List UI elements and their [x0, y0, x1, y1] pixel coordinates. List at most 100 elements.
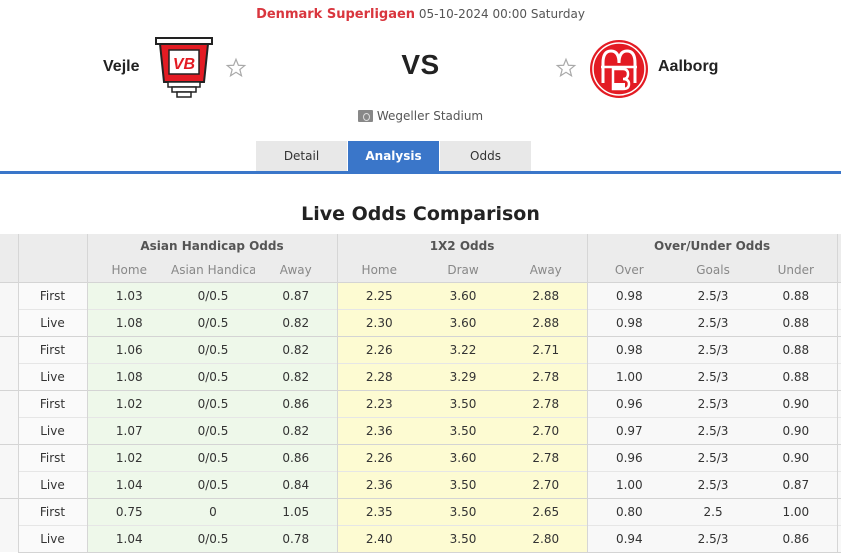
ou-odds-cell[interactable]: 0.96: [586, 389, 672, 417]
ah-odds-cell[interactable]: 0/0.5: [171, 389, 255, 417]
ah-odds-cell[interactable]: 0.84: [255, 470, 338, 498]
x12-odds-cell[interactable]: 2.28: [336, 362, 422, 390]
x12-odds-cell[interactable]: 2.26: [336, 335, 422, 363]
tab-detail[interactable]: Detail: [256, 141, 347, 171]
ou-odds-cell[interactable]: 0.90: [755, 443, 838, 471]
ah-odds-cell[interactable]: 1.02: [86, 389, 171, 417]
ah-odds-cell[interactable]: 1.05: [255, 497, 338, 525]
x12-odds-cell[interactable]: 2.78: [505, 362, 588, 390]
ou-odds-cell[interactable]: 2.5/3: [671, 308, 756, 336]
odds-row[interactable]: First 0.75 0 1.05 2.35 3.50 2.65 0.80 2.5 1.00: [0, 497, 841, 552]
ah-odds-cell[interactable]: 0.87: [255, 281, 338, 309]
odds-row[interactable]: First 1.06 0/0.5 0.82 2.26 3.22 2.71 0.98 2.5/3 0…: [0, 335, 841, 390]
odds-row[interactable]: First 1.02 0/0.5 0.86 2.26 3.60 2.78 0.96 2.5/3 0…: [0, 443, 841, 498]
ah-odds-cell[interactable]: 1.03: [86, 281, 171, 309]
x12-odds-cell[interactable]: 3.50: [421, 470, 506, 498]
away-favorite-star-icon[interactable]: [555, 57, 577, 79]
ah-odds-cell[interactable]: 0/0.5: [171, 335, 255, 363]
odds-row[interactable]: First 1.03 0/0.5 0.87 2.25 3.60 2.88 0.98 2.5/3 0…: [0, 281, 841, 336]
ah-odds-cell[interactable]: 1.08: [86, 362, 171, 390]
ah-odds-cell[interactable]: 0.75: [86, 497, 171, 525]
x12-odds-cell[interactable]: 2.70: [505, 416, 588, 444]
x12-odds-cell[interactable]: 3.22: [421, 335, 506, 363]
tab-odds[interactable]: Odds: [440, 141, 531, 171]
ou-odds-cell[interactable]: 0.98: [586, 308, 672, 336]
odds-row[interactable]: First 1.02 0/0.5 0.86 2.23 3.50 2.78 0.96 2.5/3 0…: [0, 389, 841, 444]
ah-odds-cell[interactable]: 0/0.5: [171, 524, 255, 553]
ou-odds-cell[interactable]: 0.88: [755, 362, 838, 390]
odds-row[interactable]: Live 1.07 0/0.5 0.82 2.36 3.50 2.70 0.97 2.5/3 0.…: [0, 416, 841, 444]
ou-odds-cell[interactable]: 0.80: [586, 497, 672, 525]
x12-odds-cell[interactable]: 3.60: [421, 308, 506, 336]
x12-odds-cell[interactable]: 2.78: [505, 443, 588, 471]
ah-odds-cell[interactable]: 1.06: [86, 335, 171, 363]
x12-odds-cell[interactable]: 2.88: [505, 308, 588, 336]
x12-odds-cell[interactable]: 2.80: [505, 524, 588, 553]
ou-odds-cell[interactable]: 0.88: [755, 308, 838, 336]
ou-odds-cell[interactable]: 0.87: [755, 470, 838, 498]
x12-odds-cell[interactable]: 2.65: [505, 497, 588, 525]
ah-odds-cell[interactable]: 0.82: [255, 362, 338, 390]
x12-odds-cell[interactable]: 3.29: [421, 362, 506, 390]
ah-odds-cell[interactable]: 0.86: [255, 443, 338, 471]
odds-row[interactable]: Live 1.08 0/0.5 0.82 2.30 3.60 2.88 0.98 2.5/3 0.…: [0, 308, 841, 336]
ou-odds-cell[interactable]: 2.5: [671, 497, 756, 525]
ou-odds-cell[interactable]: 0.98: [586, 335, 672, 363]
odds-row[interactable]: Live 1.04 0/0.5 0.84 2.36 3.50 2.70 1.00 2.5/3 0.…: [0, 470, 841, 498]
ah-odds-cell[interactable]: 0.78: [255, 524, 338, 553]
home-team-name[interactable]: Vejle: [103, 58, 140, 75]
ah-odds-cell[interactable]: 0/0.5: [171, 281, 255, 309]
x12-odds-cell[interactable]: 3.50: [421, 389, 506, 417]
ah-odds-cell[interactable]: 0/0.5: [171, 470, 255, 498]
x12-odds-cell[interactable]: 2.23: [336, 389, 422, 417]
ou-odds-cell[interactable]: 2.5/3: [671, 443, 756, 471]
x12-odds-cell[interactable]: 2.88: [505, 281, 588, 309]
ou-odds-cell[interactable]: 0.88: [755, 281, 838, 309]
ah-odds-cell[interactable]: 0.82: [255, 416, 338, 444]
x12-odds-cell[interactable]: 2.78: [505, 389, 588, 417]
odds-row[interactable]: Live 1.04 0/0.5 0.78 2.40 3.50 2.80 0.94 2.5/3 0.…: [0, 524, 841, 553]
ou-odds-cell[interactable]: 0.94: [586, 524, 672, 553]
ah-odds-cell[interactable]: 1.08: [86, 308, 171, 336]
x12-odds-cell[interactable]: 2.35: [336, 497, 422, 525]
x12-odds-cell[interactable]: 2.71: [505, 335, 588, 363]
x12-odds-cell[interactable]: 2.25: [336, 281, 422, 309]
ou-odds-cell[interactable]: 0.88: [755, 335, 838, 363]
ou-odds-cell[interactable]: 2.5/3: [671, 470, 756, 498]
ou-odds-cell[interactable]: 2.5/3: [671, 281, 756, 309]
x12-odds-cell[interactable]: 3.50: [421, 524, 506, 553]
ah-odds-cell[interactable]: 1.02: [86, 443, 171, 471]
x12-odds-cell[interactable]: 2.36: [336, 470, 422, 498]
ou-odds-cell[interactable]: 1.00: [755, 497, 838, 525]
x12-odds-cell[interactable]: 2.40: [336, 524, 422, 553]
odds-row[interactable]: Live 1.08 0/0.5 0.82 2.28 3.29 2.78 1.00 2.5/3 0.…: [0, 362, 841, 390]
ah-odds-cell[interactable]: 0/0.5: [171, 308, 255, 336]
ah-odds-cell[interactable]: 0/0.5: [171, 362, 255, 390]
ou-odds-cell[interactable]: 0.86: [755, 524, 838, 553]
ah-odds-cell[interactable]: 0: [171, 497, 255, 525]
x12-odds-cell[interactable]: 3.60: [421, 281, 506, 309]
x12-odds-cell[interactable]: 3.50: [421, 497, 506, 525]
league-name[interactable]: Denmark Superligaen: [256, 7, 416, 22]
ou-odds-cell[interactable]: 0.90: [755, 416, 838, 444]
x12-odds-cell[interactable]: 2.36: [336, 416, 422, 444]
ah-odds-cell[interactable]: 1.07: [86, 416, 171, 444]
ou-odds-cell[interactable]: 1.00: [586, 470, 672, 498]
x12-odds-cell[interactable]: 3.50: [421, 416, 506, 444]
ah-odds-cell[interactable]: 0/0.5: [171, 443, 255, 471]
x12-odds-cell[interactable]: 2.26: [336, 443, 422, 471]
x12-odds-cell[interactable]: 2.30: [336, 308, 422, 336]
ah-odds-cell[interactable]: 0/0.5: [171, 416, 255, 444]
ah-odds-cell[interactable]: 1.04: [86, 470, 171, 498]
ou-odds-cell[interactable]: 0.96: [586, 443, 672, 471]
ou-odds-cell[interactable]: 2.5/3: [671, 389, 756, 417]
ou-odds-cell[interactable]: 1.00: [586, 362, 672, 390]
ah-odds-cell[interactable]: 1.04: [86, 524, 171, 553]
ou-odds-cell[interactable]: 0.97: [586, 416, 672, 444]
ah-odds-cell[interactable]: 0.86: [255, 389, 338, 417]
ou-odds-cell[interactable]: 2.5/3: [671, 335, 756, 363]
ou-odds-cell[interactable]: 2.5/3: [671, 524, 756, 553]
ou-odds-cell[interactable]: 2.5/3: [671, 362, 756, 390]
tab-analysis[interactable]: Analysis: [348, 141, 439, 171]
ou-odds-cell[interactable]: 2.5/3: [671, 416, 756, 444]
